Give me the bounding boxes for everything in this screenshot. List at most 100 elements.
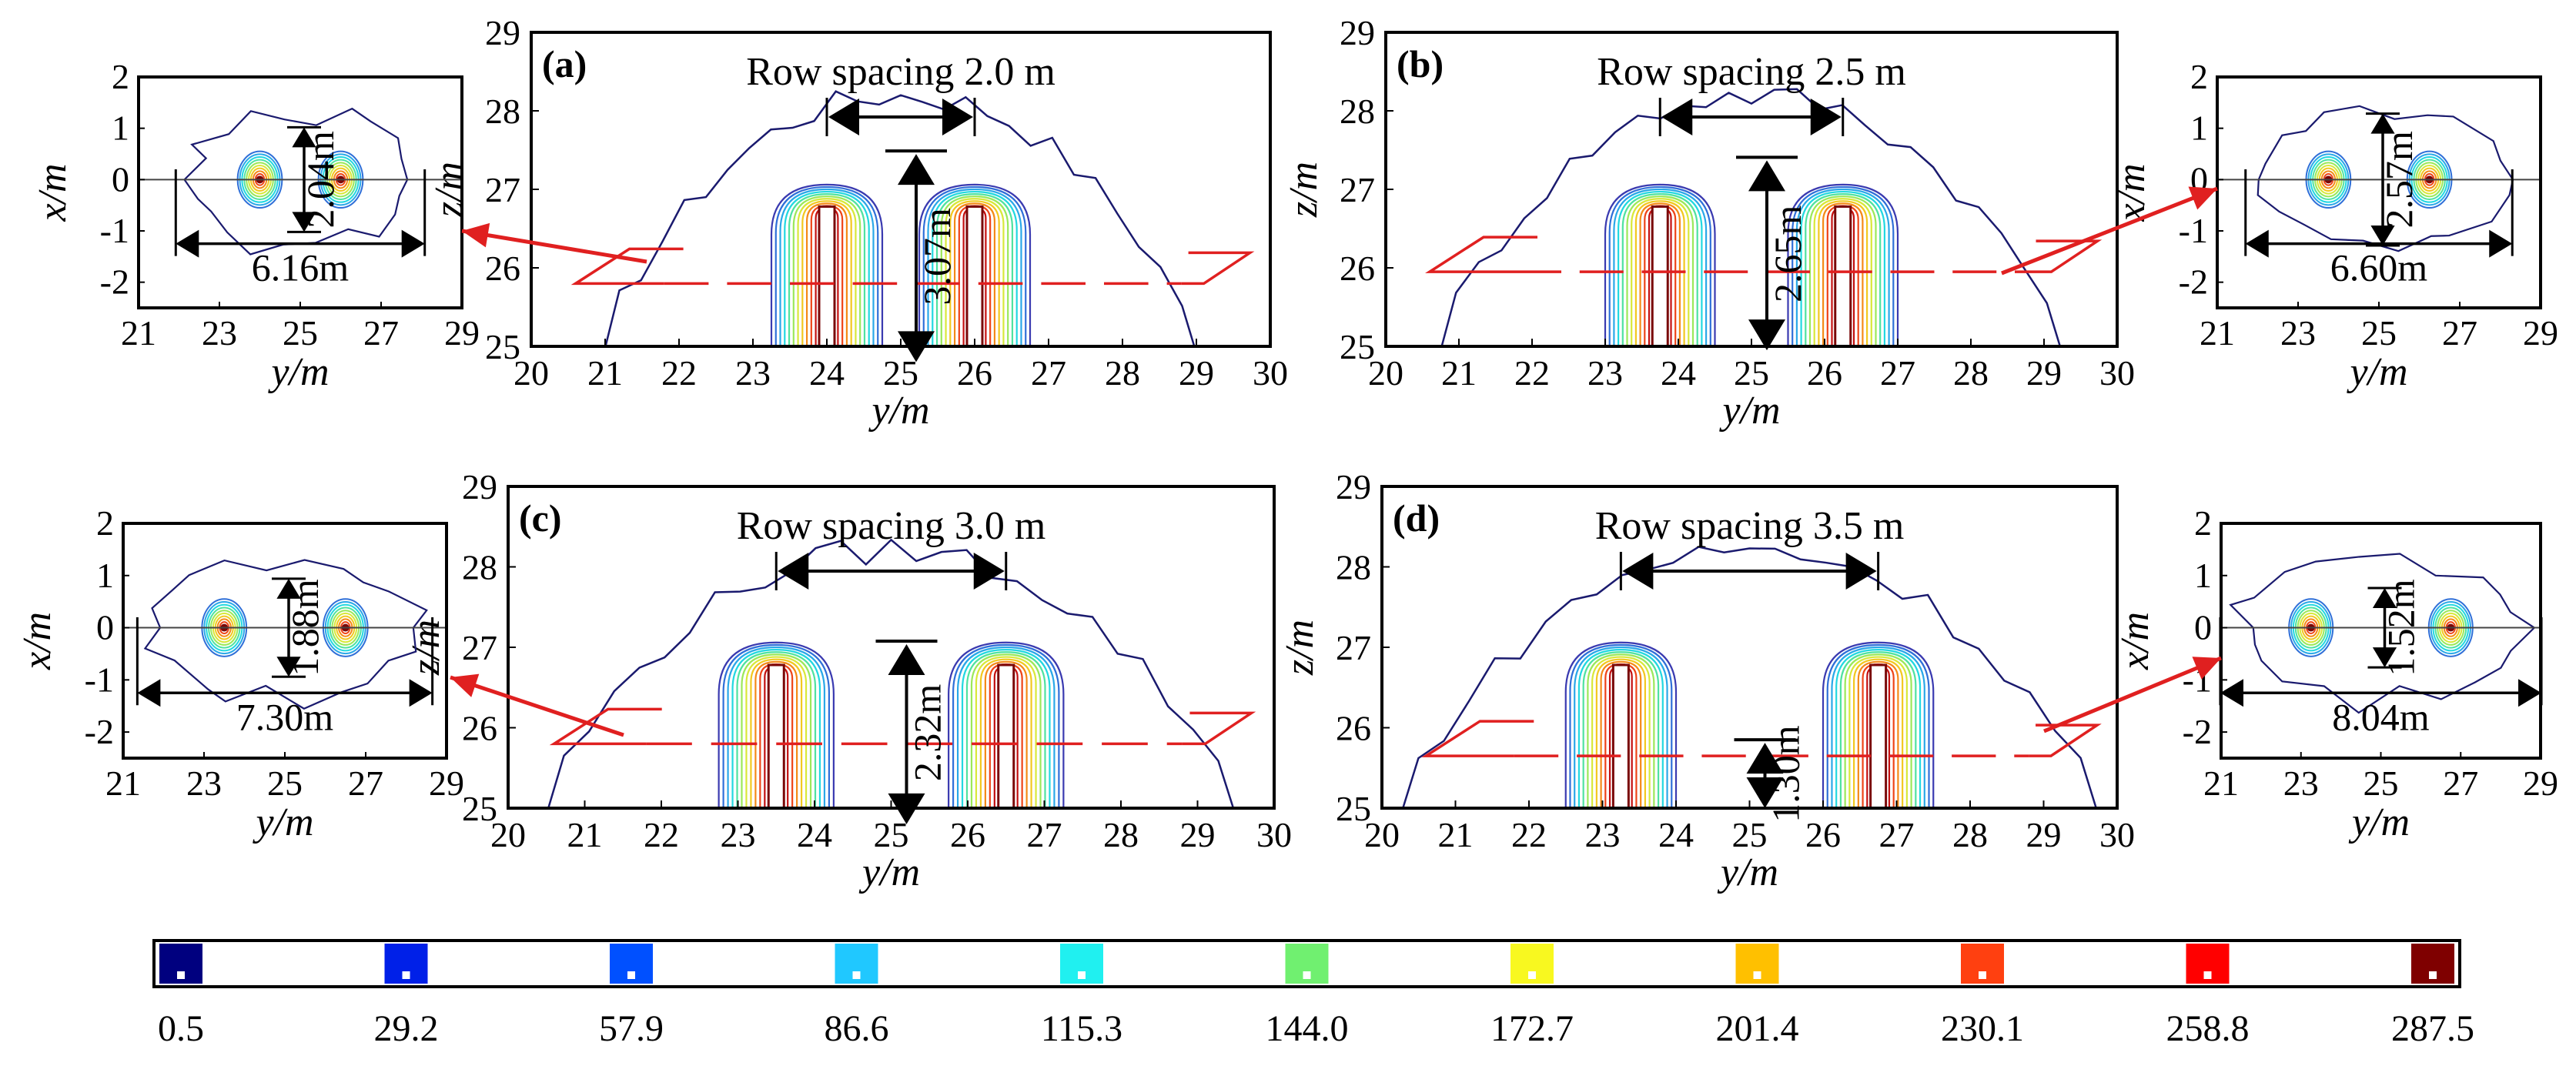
colorbar-tick-0: 0.5 — [158, 1008, 204, 1049]
ytick-label-b_plan-1: -1 — [2179, 211, 2208, 250]
dim-head-bottom-c — [888, 793, 925, 824]
envelope-contour-c — [547, 538, 1235, 808]
colorbar-swatch-notch-5 — [1303, 971, 1311, 979]
source-column-a-1 — [965, 205, 984, 346]
plume-ring-d-0-5 — [1587, 653, 1655, 808]
xtick-label-c-2: 22 — [644, 815, 679, 854]
xtick-label-a-9: 29 — [1179, 353, 1214, 393]
panels-group: 20 21 22 23 24 25 26 27 28 29 302526272829y/mz/m(a… — [15, 13, 2558, 894]
xtick-label-c-8: 28 — [1103, 815, 1139, 854]
xtick-label-d-0: 20 — [1364, 815, 1400, 854]
ytick-label-a_plan-1: -1 — [100, 211, 129, 250]
colorbar: 0.5 29.2 57.9 86.6 115.3 144.0 172.7 201.4 230.1… — [152, 939, 2474, 1049]
connector-arrow-d-head — [2192, 657, 2221, 680]
ytick-label-a_plan-3: 1 — [112, 109, 129, 148]
colorbar-swatch-notch-4 — [1078, 971, 1086, 979]
xtick-label-d-9: 29 — [2026, 815, 2062, 854]
colorbar-tick-1: 29.2 — [374, 1008, 439, 1049]
ytick-label-a-3: 28 — [485, 92, 520, 131]
plume-ring-d-0-0 — [1564, 641, 1678, 808]
connector-arrow-a-head — [462, 222, 490, 248]
row-spacing-head-left-b — [1661, 99, 1693, 135]
ytick-label-d-3: 28 — [1336, 548, 1371, 587]
panel-a: 20 21 22 23 24 25 26 27 28 29 30 25 26 27 28 29 y/m z/m (a… — [427, 13, 1288, 433]
colorbar-swatch-notch-0 — [177, 971, 185, 979]
ytick-label-b-1: 26 — [1340, 249, 1375, 288]
dim-head-top-d — [1746, 743, 1784, 774]
xtick-label-b_plan-2: 25 — [2361, 313, 2397, 353]
xtick-label-b_plan-4: 29 — [2523, 313, 2558, 353]
ytick-label-d_plan-3: 1 — [2194, 556, 2212, 595]
envelope-contour-a — [604, 90, 1196, 346]
xtick-label-b-4: 24 — [1661, 353, 1696, 393]
ytick-label-a_plan-2: 0 — [112, 159, 129, 199]
plume-ring-a-0-5 — [792, 195, 861, 346]
xaxis-label-b: y/m — [1718, 389, 1780, 433]
colorbar-tick-5: 144.0 — [1266, 1008, 1349, 1049]
row-spacing-head-left-d — [1622, 553, 1654, 590]
xaxis-label-a_plan: y/m — [267, 350, 329, 394]
height-head-bottom-d_plan — [2372, 647, 2397, 668]
plume-ring-a-0-4 — [788, 193, 866, 346]
width-label-d_plan: 8.04m — [2332, 695, 2430, 738]
height-label-c_plan: 1.88m — [283, 579, 326, 677]
colorbar-tick-8: 230.1 — [1941, 1008, 2024, 1049]
plume-ring-b-1-4 — [1805, 193, 1882, 346]
ytick-label-d-2: 27 — [1336, 628, 1371, 667]
height-label-a_plan: 2.04m — [299, 131, 342, 228]
xtick-label-c-0: 20 — [490, 815, 526, 854]
plume-ring-b-1-8 — [1822, 202, 1864, 346]
plume-ring-b-1-7 — [1818, 200, 1868, 346]
plume-ring-c-1-2 — [956, 646, 1055, 808]
ytick-label-a-0: 25 — [485, 327, 520, 366]
xtick-label-d_plan-2: 25 — [2364, 764, 2399, 803]
xtick-label-c_plan-3: 27 — [348, 764, 383, 803]
ytick-label-b-0: 25 — [1340, 327, 1375, 366]
width-head-right-c_plan — [409, 679, 433, 707]
plume-ring-b-0-7 — [1634, 200, 1685, 346]
ytick-label-a-2: 27 — [485, 170, 520, 209]
arrows-group — [450, 186, 2222, 737]
plume-ring-b-0-5 — [1626, 195, 1694, 346]
plume-ring-a-0-0 — [770, 183, 884, 346]
panel-letter-d: (d) — [1393, 496, 1440, 540]
envelope-contour-d — [1401, 546, 2098, 808]
plot-area-c_plan — [123, 559, 447, 710]
xtick-label-d_plan-4: 29 — [2523, 764, 2558, 803]
xtick-label-a-3: 23 — [735, 353, 771, 393]
width-head-left-d_plan — [2220, 679, 2243, 707]
yaxis-label-a_plan: x/m — [31, 163, 75, 222]
plume-ring-a-0-6 — [797, 198, 857, 346]
ytick-label-c-1: 26 — [462, 709, 497, 748]
height-head-top-b_plan — [2370, 113, 2395, 134]
xtick-label-b-6: 26 — [1807, 353, 1842, 393]
xtick-label-c_plan-0: 21 — [105, 764, 141, 803]
plume-ring-d-0-4 — [1582, 651, 1660, 808]
ytick-label-b-4: 29 — [1340, 13, 1375, 52]
width-head-left-a_plan — [176, 229, 199, 258]
ytick-label-c_plan-1: -1 — [85, 660, 114, 699]
ytick-label-c-0: 25 — [462, 789, 497, 828]
xaxis-label-d_plan: y/m — [2348, 800, 2410, 844]
panel-letter-b: (b) — [1397, 42, 1444, 85]
ytick-label-a-1: 26 — [485, 249, 520, 288]
ytick-label-a_plan-0: -2 — [100, 262, 129, 302]
plume-ring-b-0-0 — [1604, 183, 1716, 346]
plume-ring-c-0-4 — [736, 651, 817, 808]
connector-arrow-b — [2001, 186, 2218, 276]
plume-ring-c-0-5 — [741, 653, 812, 808]
plume-ring-a-0-2 — [779, 188, 875, 346]
plot-area-a_plan — [139, 107, 462, 256]
plume-ring-a-1-0 — [918, 183, 1032, 346]
colorbar-tick-10: 287.5 — [2391, 1008, 2474, 1049]
source-column-c-1 — [997, 663, 1015, 808]
plume-ring-b-0-1 — [1608, 185, 1711, 346]
source-column-d-0 — [1611, 663, 1630, 808]
colorbar-swatch-notch-3 — [852, 971, 861, 979]
yaxis-label-b: z/m — [1282, 162, 1326, 218]
plume-ring-a-1-1 — [922, 185, 1027, 346]
dim-head-bottom-a — [898, 331, 935, 363]
plume-ring-c-1-8 — [984, 660, 1028, 808]
